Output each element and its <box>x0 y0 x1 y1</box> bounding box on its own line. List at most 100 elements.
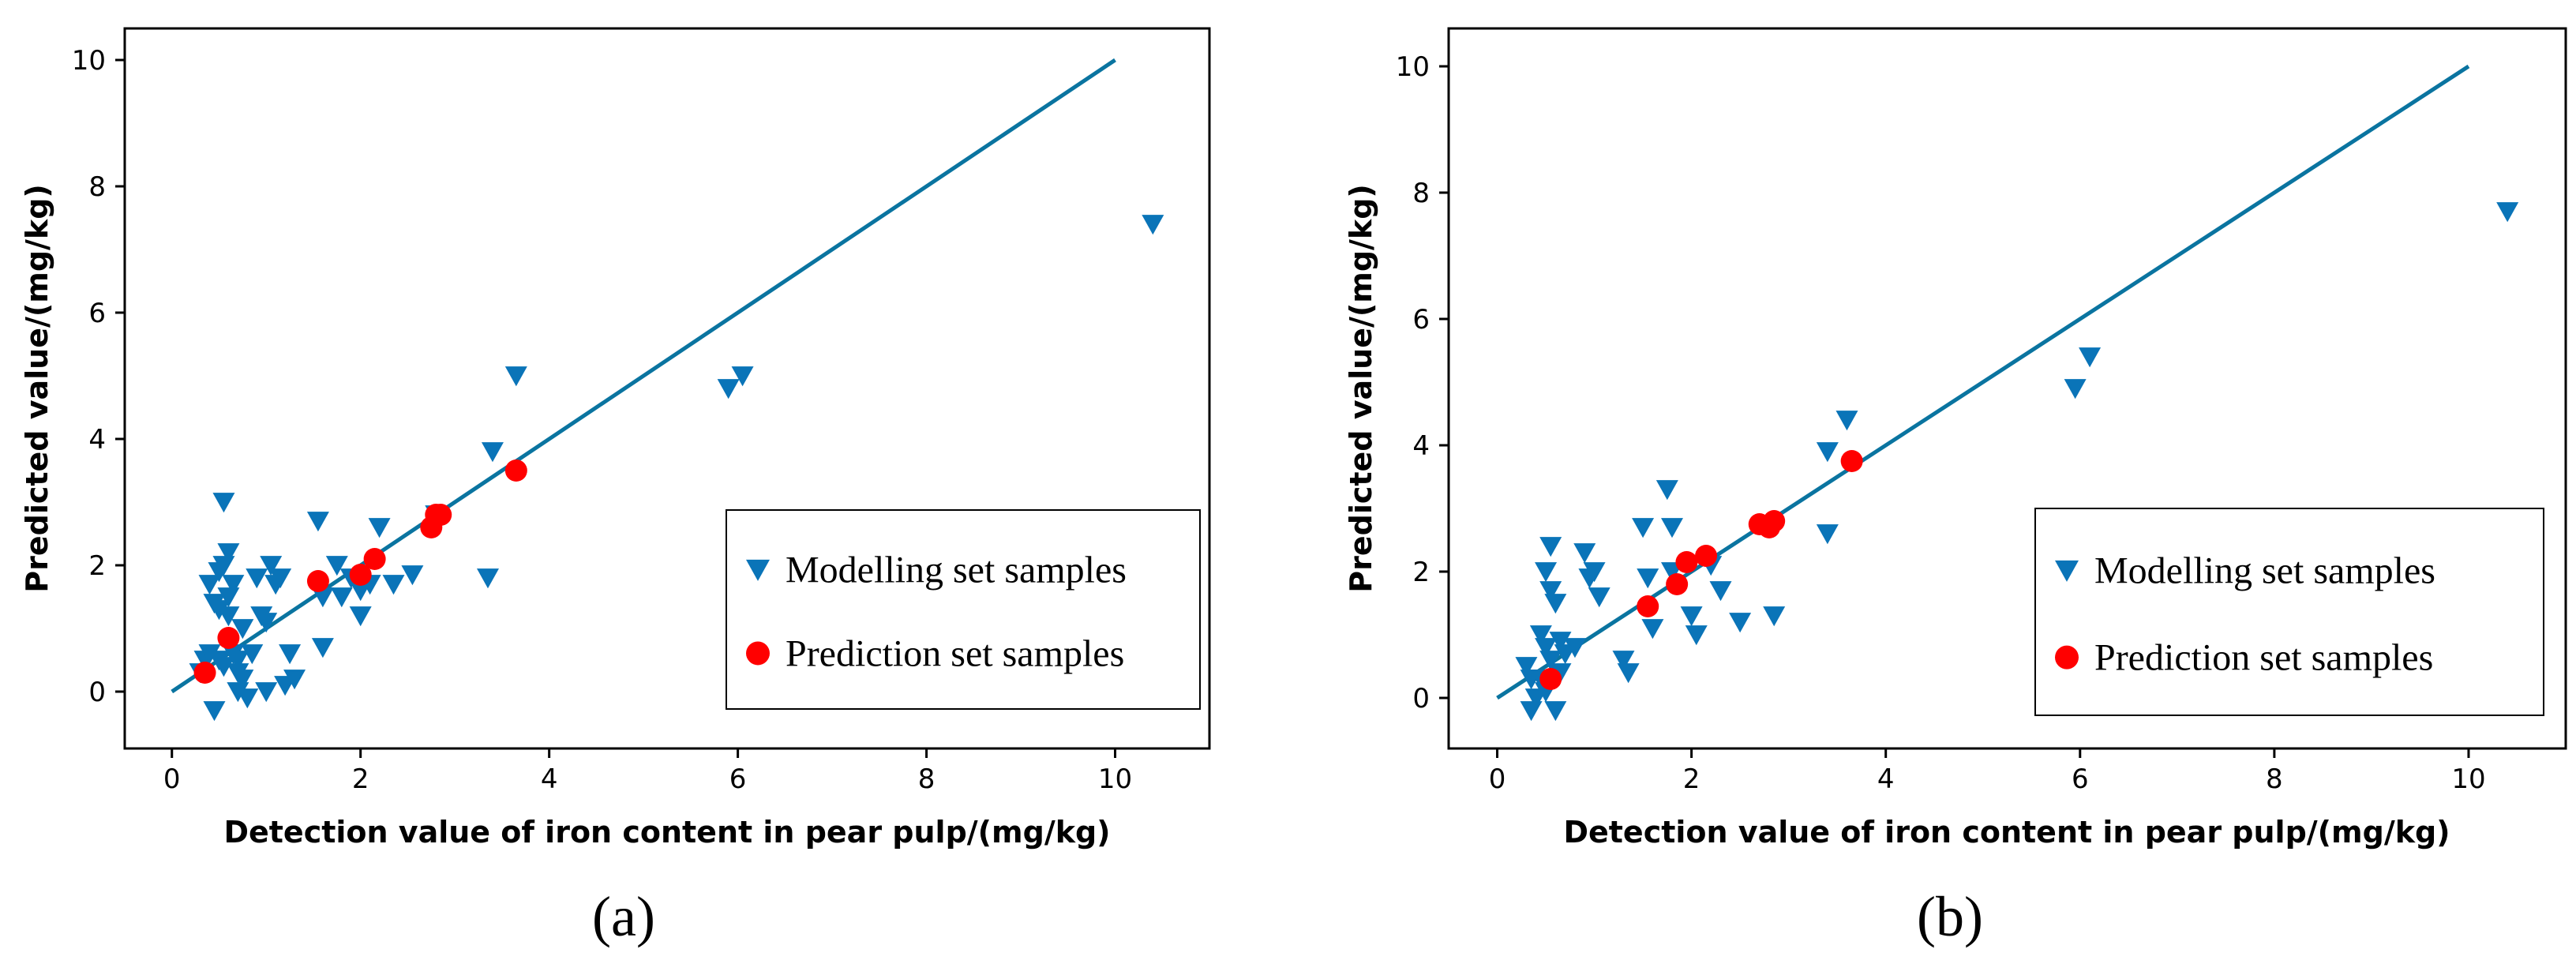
modelling-sample-point <box>222 575 245 595</box>
x-tick-label: 10 <box>2451 763 2485 795</box>
modelling-sample-point <box>1529 625 1552 646</box>
modelling-sample-point <box>1729 613 1752 633</box>
chart-a-ticks: 0 2 4 6 8 10 0 2 4 6 8 10 <box>72 45 1132 795</box>
modelling-sample-point <box>1680 606 1703 627</box>
modelling-sample-point <box>1617 663 1640 684</box>
modelling-sample-point <box>283 670 306 690</box>
modelling-sample-point <box>1637 568 1659 589</box>
prediction-sample-point <box>1539 668 1562 690</box>
modelling-sample-point <box>2064 379 2087 399</box>
prediction-sample-point <box>1637 595 1659 617</box>
prediction-sample-point <box>349 564 372 586</box>
modelling-sample-point <box>236 688 259 709</box>
x-tick-label: 2 <box>1683 763 1700 795</box>
modelling-sample-point <box>306 512 329 532</box>
x-tick-label: 8 <box>2266 763 2283 795</box>
chart-b-x-axis-label: Detection value of iron content in pear … <box>1563 815 2450 850</box>
modelling-sample-point <box>1573 543 1596 564</box>
modelling-sample-point <box>2496 202 2519 223</box>
modelling-sample-point <box>1835 411 1858 431</box>
modelling-sample-point <box>255 613 278 633</box>
chart-a-legend-prediction-marker <box>746 641 770 666</box>
modelling-sample-point <box>198 644 221 665</box>
prediction-sample-point <box>1763 510 1786 532</box>
modelling-sample-point <box>203 701 226 722</box>
chart-a-panel-label: (a) <box>592 885 655 948</box>
modelling-sample-point <box>330 587 353 608</box>
y-tick-label: 8 <box>88 171 106 203</box>
modelling-sample-point <box>1816 524 1839 545</box>
chart-a-y-axis-label: Predicted value/(mg/kg) <box>20 184 54 593</box>
modelling-sample-point <box>217 543 240 564</box>
modelling-sample-point <box>325 556 348 576</box>
chart-b-marks <box>1496 64 2519 722</box>
x-tick-label: 4 <box>1877 763 1895 795</box>
chart-b-legend: Modelling set samples Prediction set sam… <box>2034 508 2544 716</box>
modelling-sample-point <box>1535 638 1558 658</box>
modelling-sample-point <box>1535 562 1558 583</box>
chart-b-legend-box <box>2034 508 2544 716</box>
chart-a-legend-modelling-marker <box>746 559 770 581</box>
modelling-sample-point <box>217 606 240 627</box>
y-tick-label: 10 <box>1396 51 1430 83</box>
chart-a-x-axis-label: Detection value of iron content in pear … <box>223 815 1110 850</box>
x-tick-label: 6 <box>2072 763 2089 795</box>
chart-panel-b: 0 2 4 6 8 10 0 2 4 6 8 10 Detection value of iron c… <box>1344 27 2567 948</box>
modelling-sample-point <box>504 366 527 387</box>
x-tick-label: 6 <box>729 763 747 795</box>
modelling-sample-point <box>208 600 231 621</box>
x-tick-label: 4 <box>541 763 558 795</box>
modelling-sample-point <box>231 619 254 640</box>
modelling-sample-point <box>382 575 405 595</box>
modelling-sample-point <box>227 651 249 671</box>
chart-b-legend-modelling-label: Modelling set samples <box>2094 550 2435 592</box>
modelling-sample-point <box>1544 701 1567 722</box>
modelling-sample-point <box>1539 651 1562 671</box>
prediction-sample-point <box>1840 450 1863 472</box>
modelling-sample-point <box>349 606 372 627</box>
y-tick-label: 4 <box>1412 430 1430 462</box>
x-tick-label: 10 <box>1098 763 1132 795</box>
y-tick-label: 10 <box>72 45 106 77</box>
modelling-sample-point <box>1515 657 1538 677</box>
chart-b-y-axis-label: Predicted value/(mg/kg) <box>1344 184 1378 593</box>
modelling-sample-point <box>241 644 264 665</box>
prediction-sample-point <box>1666 573 1689 595</box>
y-tick-label: 2 <box>88 550 106 582</box>
prediction-sample-point <box>193 662 216 684</box>
chart-a-legend-prediction-label: Prediction set samples <box>786 632 1124 674</box>
modelling-sample-point <box>212 657 235 677</box>
prediction-sample-point <box>1675 551 1698 573</box>
modelling-sample-point <box>368 518 391 538</box>
modelling-sample-point <box>231 670 254 690</box>
modelling-sample-point <box>260 556 283 576</box>
modelling-sample-point <box>1583 562 1606 583</box>
chart-b-panel-label: (b) <box>1917 885 1983 948</box>
y-tick-label: 8 <box>1412 178 1430 209</box>
modelling-sample-point <box>246 568 268 589</box>
y-tick-label: 0 <box>88 677 106 708</box>
modelling-sample-point <box>1816 442 1839 463</box>
x-tick-label: 0 <box>1489 763 1506 795</box>
prediction-sample-point <box>504 459 527 482</box>
modelling-sample-point <box>1612 651 1635 671</box>
modelling-sample-point <box>279 644 302 665</box>
x-tick-label: 0 <box>163 763 181 795</box>
modelling-sample-point <box>1544 594 1567 614</box>
regression-line <box>1496 64 2470 700</box>
modelling-sample-point <box>1563 638 1586 658</box>
chart-b-plot-frame <box>1447 27 2567 750</box>
modelling-sample-point <box>269 568 292 589</box>
modelling-sample-point <box>481 442 504 463</box>
prediction-sample-point <box>429 504 452 526</box>
modelling-sample-point <box>1641 619 1664 640</box>
x-tick-label: 8 <box>918 763 936 795</box>
modelling-sample-point <box>1549 632 1572 652</box>
chart-b-legend-prediction-marker <box>2055 645 2079 670</box>
y-tick-label: 6 <box>1412 304 1430 336</box>
modelling-sample-point <box>1520 701 1543 722</box>
chart-a-marks <box>171 58 1164 722</box>
prediction-sample-point <box>217 627 240 649</box>
y-tick-label: 2 <box>1412 557 1430 588</box>
